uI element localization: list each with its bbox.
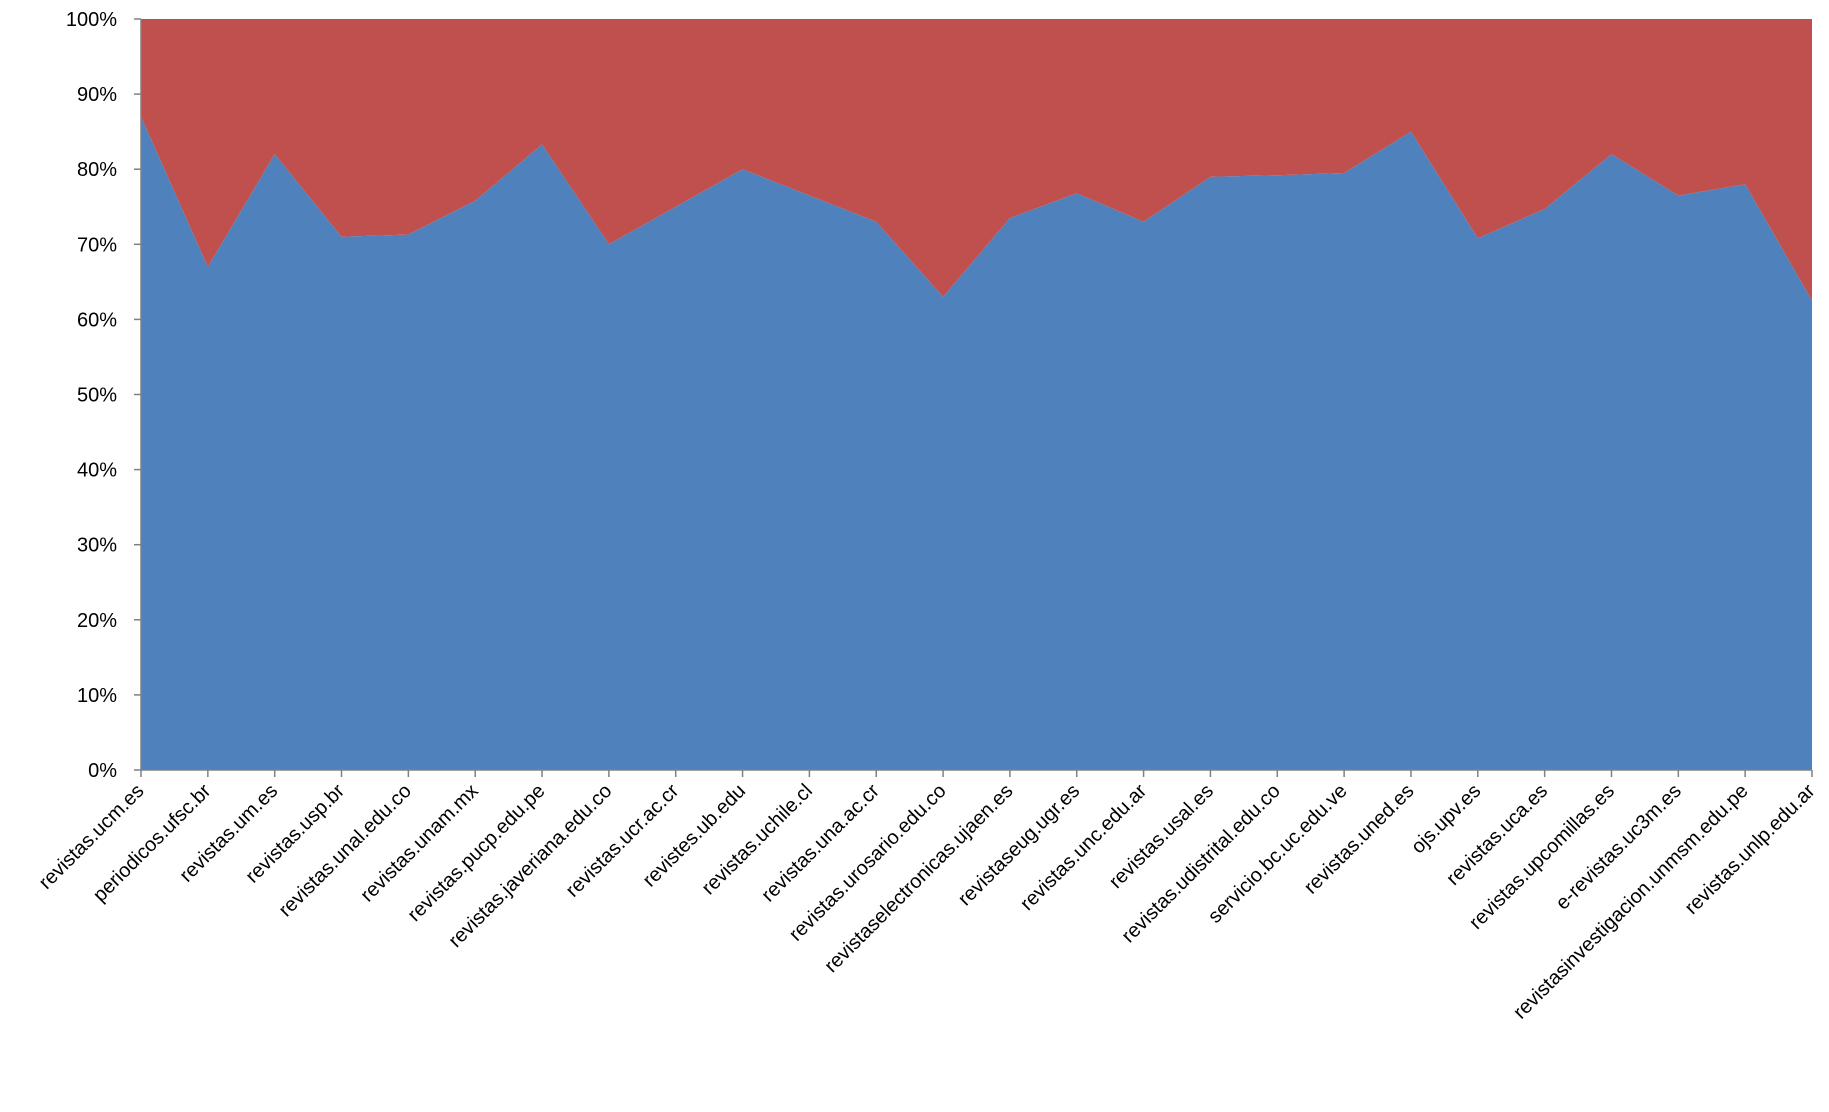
y-tick-label: 20% (77, 610, 117, 632)
x-tick-label: revistas.unam.mx (356, 780, 482, 906)
x-tick-label: revistas.unc.edu.ar (1016, 780, 1151, 915)
y-tick-label: 0% (88, 760, 117, 782)
plot-area (141, 19, 1812, 770)
x-tick-label: revistas.ucr.ac.cr (562, 780, 684, 902)
x-tick-label: revistas.unal.edu.co (275, 780, 416, 921)
y-axis-tick-labels: 0% 10% 20% 30% 40% 50% 60% 70% 80% 90% 100% (66, 9, 117, 782)
x-tick-label: revistasinvestigacion.unmsm.edu.pe (1509, 780, 1753, 1024)
x-tick-label: revistaseug.ugr.es (954, 780, 1084, 910)
y-tick-label: 40% (77, 460, 117, 482)
x-tick-label: revistas.unlp.edu.ar (1681, 780, 1820, 919)
y-tick-label: 100% (66, 9, 117, 31)
y-tick-label: 90% (77, 84, 117, 106)
x-tick-label: periodicos.ufsc.br (89, 780, 216, 907)
y-tick-label: 30% (77, 535, 117, 557)
area-series-1 (141, 116, 1812, 770)
axes (134, 18, 1813, 777)
y-tick-label: 10% (77, 685, 117, 707)
x-axis-tick-labels: revistas.ucm.esperiodicos.ufsc.brrevista… (35, 780, 1820, 1024)
y-tick-label: 60% (77, 309, 117, 331)
y-tick-label: 50% (77, 385, 117, 407)
area-series-2 (141, 19, 1812, 301)
y-tick-label: 70% (77, 234, 117, 256)
x-tick-label: e-revistas.uc3m.es (1552, 780, 1686, 914)
x-tick-label: revistas.una.ac.cr (757, 780, 884, 907)
y-tick-label: 80% (77, 159, 117, 181)
